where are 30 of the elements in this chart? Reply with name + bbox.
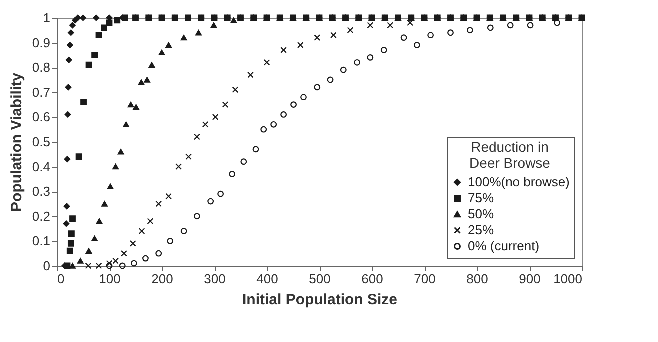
x-tick-label: 400 xyxy=(256,272,278,286)
y-tick-label: 0 xyxy=(43,258,50,274)
y-tick-label: 0.9 xyxy=(32,35,50,50)
legend-label: 0% (current) xyxy=(468,238,540,254)
y-axis-title: Population Viability xyxy=(8,72,26,212)
y-tick-label: 0.3 xyxy=(32,184,50,200)
y-tick-label: 0.1 xyxy=(32,234,50,249)
x-tick-label: 800 xyxy=(466,272,488,286)
y-tick-label: 0.2 xyxy=(32,208,50,224)
y-tick-label: 0.8 xyxy=(32,60,50,76)
legend-label: 50% xyxy=(468,206,494,222)
y-tick-label: 1 xyxy=(43,10,50,26)
x-tick-label: 100 xyxy=(99,272,121,286)
x-tick-label: 700 xyxy=(414,272,436,286)
x-tick-label: 1000 xyxy=(554,272,582,286)
y-tick-label: 0.6 xyxy=(32,110,50,125)
x-tick-label: 0 xyxy=(58,272,65,286)
x-tick-label: 900 xyxy=(519,272,541,286)
legend-label: 25% xyxy=(468,222,494,238)
x-tick-label: 600 xyxy=(362,272,384,286)
y-tick-label: 0.4 xyxy=(32,159,50,174)
legend-label: 100%(no browse) xyxy=(468,174,570,190)
y-tick-label: 0.5 xyxy=(32,134,50,150)
x-tick-label: 200 xyxy=(152,272,174,286)
x-tick-label: 300 xyxy=(204,272,226,286)
legend-label: 75% xyxy=(468,190,494,206)
y-tick-label: 0.7 xyxy=(32,84,50,100)
legend-title: Reduction in Deer Browse xyxy=(470,139,551,171)
x-axis-title: Initial Population Size xyxy=(242,292,398,308)
x-tick-label: 500 xyxy=(309,272,331,286)
